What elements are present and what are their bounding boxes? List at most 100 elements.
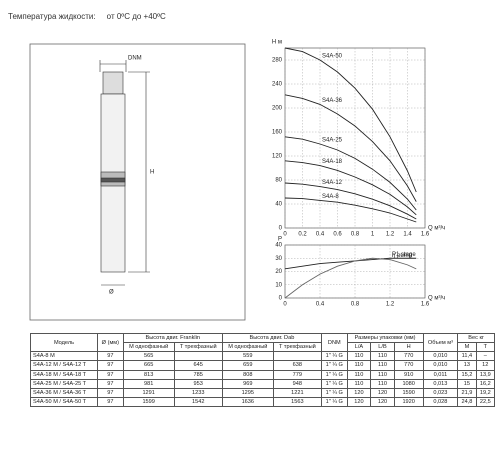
table-cell: S4A-36 M / S4A-36 T (30, 387, 98, 398)
table-cell: 969 (221, 378, 274, 389)
col-head: Ø (мм) (96, 332, 124, 353)
sub-head: L/A (346, 342, 372, 353)
x-tick-label: 1.2 (386, 232, 395, 238)
y-tick-label: 0 (279, 296, 283, 302)
series-line (284, 197, 417, 223)
y-axis-label: H м (272, 40, 282, 46)
table-cell: 15,2 (457, 369, 477, 380)
series-label: η pump (392, 253, 413, 259)
series-label: S4A-50 (322, 54, 343, 60)
x-tick-label: 0.4 (316, 302, 325, 308)
sub-head: L/B (370, 342, 395, 353)
series-line (284, 160, 417, 216)
table-cell: S4A-50 M / S4A-50 T (30, 396, 98, 408)
x-tick-label: 0 (283, 232, 287, 238)
sub-head: Т трехфазный (272, 342, 322, 353)
table-cell: 13 (457, 360, 477, 371)
table-cell: 19,2 (475, 387, 496, 398)
table-cell: 1233 (173, 387, 223, 398)
table-cell: 770 (393, 360, 424, 371)
table-cell: 0,013 (422, 378, 459, 389)
table-cell: 948 (272, 378, 322, 389)
table-cell: 0,010 (422, 360, 459, 371)
series-label: S4A-18 (322, 159, 343, 165)
col-head: Объем м³ (422, 332, 459, 353)
x-axis-label: Q м³/ч (428, 296, 445, 302)
table-cell: 97 (96, 360, 124, 371)
sub-head: М однофазный (221, 342, 274, 353)
y-tick-label: 80 (275, 178, 282, 184)
x-tick-label: 1 (371, 232, 375, 238)
table-cell: 97 (96, 378, 124, 389)
table-cell: 110 (346, 378, 372, 389)
table-cell: 110 (370, 369, 395, 380)
table-cell: 110 (346, 369, 372, 380)
table-cell: 1599 (122, 396, 175, 408)
x-tick-label: 1.6 (421, 232, 430, 238)
table-cell: 770 (393, 351, 424, 362)
table-cell: 659 (221, 360, 274, 371)
table-cell: 813 (122, 369, 175, 380)
header-text: Температура жидкости: от 0ºС до +40ºС (8, 12, 166, 21)
table-cell: 110 (370, 360, 395, 371)
table-cell: 910 (393, 369, 424, 380)
x-tick-label: 0.8 (351, 302, 360, 308)
table-cell: 110 (346, 360, 372, 371)
y-tick-label: 160 (272, 130, 283, 136)
table-cell: 97 (96, 369, 124, 380)
series-label: S4A-12 (322, 180, 343, 186)
y-tick-label: 280 (272, 58, 283, 64)
series-label: S4A-36 (322, 98, 343, 104)
table-row: S4A-36 M / S4A-36 T 97 1291 1233 1295 1221 1" … (30, 387, 496, 398)
table-cell: 1221 (272, 387, 322, 398)
series-line (284, 257, 417, 270)
table-cell: 808 (221, 369, 274, 380)
table-cell: 1295 (221, 387, 274, 398)
table-cell: 1080 (393, 378, 424, 389)
series-line (284, 182, 417, 220)
y-tick-label: 20 (275, 269, 282, 275)
x-axis-label: Q м³/ч (428, 226, 445, 232)
y-tick-label: 0 (279, 226, 283, 232)
table-cell: 953 (173, 378, 223, 389)
table-cell: – (475, 351, 496, 362)
x-tick-label: 0 (283, 302, 287, 308)
table-cell: 120 (370, 387, 395, 398)
table-cell: 1" ¼ G (320, 369, 348, 380)
table-cell: 0,011 (422, 369, 459, 380)
h-label: H (150, 170, 154, 176)
dnm-label: DNM (128, 56, 142, 62)
y-tick-label: 40 (275, 243, 282, 249)
y-axis-label: P (278, 237, 282, 243)
col-head: DNM (320, 332, 348, 353)
table-cell: 110 (370, 351, 395, 362)
table-cell: 16,2 (475, 378, 496, 389)
table-cell: 0,010 (422, 351, 459, 362)
table-cell: 0,028 (422, 396, 459, 408)
table-cell: 120 (346, 387, 372, 398)
series-line (284, 257, 417, 299)
table-cell (173, 351, 223, 362)
drawing-frame (29, 43, 246, 321)
table-cell: 1" ¼ G (320, 378, 348, 389)
y-tick-label: 240 (272, 82, 283, 88)
table-cell: S4A-25 M / S4A-25 T (30, 378, 98, 389)
y-tick-label: 40 (275, 202, 282, 208)
col-head: Размеры упаковки (мм) (346, 332, 424, 344)
table-cell: 565 (122, 351, 175, 362)
table-cell: 638 (272, 360, 322, 371)
y-tick-label: 10 (275, 282, 282, 288)
series-line (284, 94, 417, 202)
table-cell: S4A-8 M (30, 351, 98, 362)
x-tick-label: 0.6 (333, 232, 342, 238)
diameter-label: Ø (109, 290, 114, 296)
table-cell: 645 (173, 360, 223, 371)
table-cell: 13,9 (475, 369, 496, 380)
table-cell: 785 (173, 369, 223, 380)
table-cell: 97 (96, 351, 124, 362)
table-cell: 22,5 (475, 396, 496, 408)
sub-head: Т (475, 342, 496, 353)
